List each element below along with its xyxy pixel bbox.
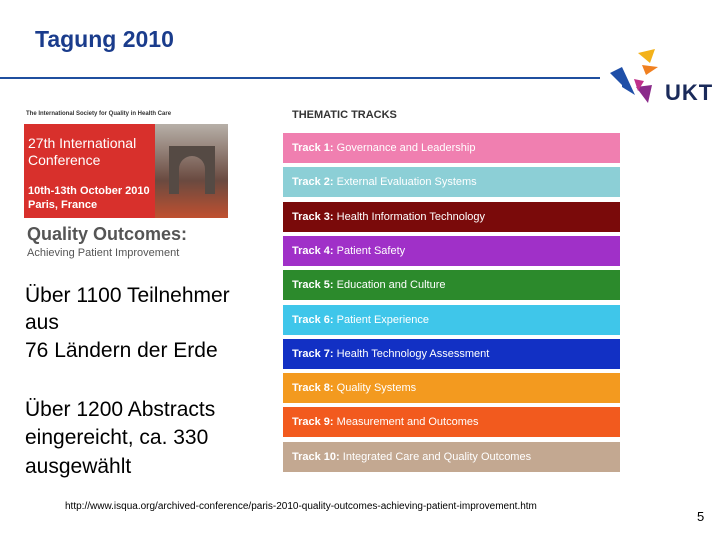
tracks-title: THEMATIC TRACKS xyxy=(292,109,397,121)
track-number: Track 4: xyxy=(292,244,334,257)
body-text: eingereicht, ca. 330 xyxy=(25,426,209,449)
track-number: Track 1: xyxy=(292,142,334,154)
track-number: Track 6: xyxy=(292,313,334,326)
track: Track 8: Quality Systems xyxy=(283,373,620,404)
poster-dates: 10th-13th October 2010 xyxy=(28,185,150,197)
poster-place: Paris, France xyxy=(28,199,98,211)
track-name: Governance and Leadership xyxy=(336,142,476,154)
track-name: Integrated Care and Quality Outcomes xyxy=(342,450,532,463)
track: Track 6: Patient Experience xyxy=(283,304,620,335)
body-text: Über 1200 Abstracts xyxy=(25,398,216,421)
poster-line: Conference xyxy=(28,152,101,168)
page-number: 5 xyxy=(697,509,705,524)
track-number: Track 7: xyxy=(292,347,334,360)
conference-poster: The International Society for Quality in… xyxy=(24,108,228,264)
source-url: http://www.isqua.org/archived-conference… xyxy=(65,501,537,512)
track-number: Track 8: xyxy=(292,382,334,395)
track-name: Health Information Technology xyxy=(336,210,486,223)
track: Track 3: Health Information Technology xyxy=(283,201,620,232)
logo-text: UKT xyxy=(665,80,714,105)
track-name: Quality Systems xyxy=(336,382,417,395)
body-text: ausgewählt xyxy=(25,455,132,478)
track-name: Health Technology Assessment xyxy=(336,347,490,360)
logo-mark xyxy=(610,49,658,103)
track: Track 9: Measurement and Outcomes xyxy=(283,407,620,438)
body-text: Über 1100 Teilnehmer xyxy=(25,284,230,307)
body-text: aus xyxy=(25,311,59,334)
track: Track 1: Governance and Leadership xyxy=(283,133,620,163)
track-number: Track 2: xyxy=(292,176,334,189)
title-rule xyxy=(0,77,600,79)
track-name: Education and Culture xyxy=(336,279,446,292)
poster-line: 27th International xyxy=(28,135,137,151)
track-number: Track 3: xyxy=(292,210,334,223)
track-number: Track 9: xyxy=(292,416,334,429)
poster-tagline: Achieving Patient Improvement xyxy=(27,247,180,259)
track: Track 5: Education and Culture xyxy=(283,270,620,301)
track: Track 10: Integrated Care and Quality Ou… xyxy=(283,441,620,472)
poster-banner: 27th International Conference 10th-13th … xyxy=(24,124,228,218)
poster-headline: Quality Outcomes: xyxy=(27,224,188,244)
track-name: Measurement and Outcomes xyxy=(336,416,479,429)
body-text: 76 Ländern der Erde xyxy=(25,339,218,362)
track-name: External Evaluation Systems xyxy=(336,176,477,189)
track: Track 2: External Evaluation Systems xyxy=(283,167,620,198)
track-name: Patient Safety xyxy=(336,244,406,257)
poster-photo xyxy=(155,124,228,218)
track-name: Patient Experience xyxy=(336,313,429,326)
track-number: Track 10: xyxy=(292,450,340,463)
track: Track 4: Patient Safety xyxy=(283,235,620,266)
track: Track 7: Health Technology Assessment xyxy=(283,338,620,369)
poster-org: The International Society for Quality in… xyxy=(26,111,172,117)
track-number: Track 5: xyxy=(292,279,334,292)
slide-title: Tagung 2010 xyxy=(35,26,174,52)
